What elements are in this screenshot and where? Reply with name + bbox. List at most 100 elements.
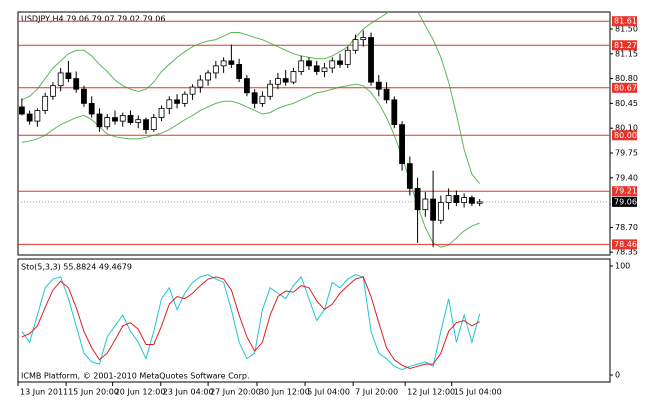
x-tick-label: 5 Jul 04:00 [307,388,350,397]
y-tick-label: 80.45 [615,99,638,108]
level-tag [612,130,637,141]
x-tick-label: 30 Jun 12:00 [259,388,310,397]
candle-body [337,60,343,65]
candle-body [26,113,33,122]
level-label: 81.61 [614,17,637,26]
level-label: 80.00 [614,131,637,140]
candle-body [321,67,328,72]
candle-body [50,85,56,97]
x-tick-label: 15 Jul 04:00 [454,388,502,397]
candle-body [468,197,475,204]
candle-body [399,124,405,165]
x-tick-label: 7 Jul 20:00 [355,388,398,397]
y-tick-label: 81.15 [615,49,638,58]
candle-body [65,72,72,79]
candle-body [166,99,173,109]
candle-body [158,107,165,118]
last-price-tag [612,196,637,207]
level-tag [612,16,637,27]
candle-body [57,72,64,87]
candle-body [205,72,211,81]
candle-body [306,60,312,67]
candle-body [251,92,258,104]
candle-body [143,119,149,131]
level-tag [612,40,637,51]
x-tick-label: 13 Jun 2011 [20,388,68,397]
level-label: 79.21 [614,187,637,196]
x-tick-label: 23 Jun 04:00 [163,388,214,397]
oscillator-line [21,276,480,370]
candle-body [375,81,382,90]
level-tag [612,239,637,250]
candle-body [197,79,204,88]
candle-body [104,117,111,128]
y-tick-label: 0 [615,371,620,380]
x-tick-label: 27 Jun 20:00 [210,388,261,397]
y-tick-label: 78.70 [615,223,638,232]
candle-body [445,195,452,203]
main-panel [17,11,611,256]
candle-body [220,60,227,67]
plot-area [21,274,481,371]
candle-body [228,60,235,65]
candle-body [313,65,320,72]
y-tick-label: 79.40 [615,173,638,182]
candle-body [352,39,359,51]
candle-body [360,37,367,41]
candle-body [18,106,25,115]
x-tick-label: 15 Jun 20:00 [68,388,119,397]
candle-body [150,117,157,131]
y-tick-label: 79.75 [615,148,638,157]
y-tick-label: 80.80 [615,74,638,83]
candle-body [73,78,80,90]
level-tag [612,186,637,197]
candle-body [236,64,243,79]
level-label: 78.46 [614,240,637,249]
candle-body [119,115,126,122]
candle-body [275,78,281,85]
candle-body [127,115,134,123]
candle-body [34,110,41,122]
candle-body [259,95,266,104]
plot-area [18,12,610,248]
candle-body [212,65,219,74]
candle-body [476,201,483,204]
bollinger-band [21,12,481,184]
candle-body [290,71,297,83]
candle-body [88,102,95,115]
candle-body [406,163,413,189]
level-tag [612,82,637,93]
candle-body [414,188,421,211]
x-tick-label: 20 Jun 12:00 [115,388,166,397]
candle-body [267,83,274,97]
y-tick-label: 78.35 [615,248,638,257]
candle-body [461,197,468,203]
candle-body [189,86,196,95]
candle-body [368,37,374,83]
footer: ICMB Platform, © 2001-2010 MetaQuotes So… [21,372,250,381]
candle-body [344,49,351,65]
oscillator-panel [17,258,611,383]
y-tick-label: 100 [615,261,630,270]
candle-body [453,195,460,203]
candle-body [383,88,390,101]
candle-body [96,113,103,128]
last-price-label: 79.06 [614,197,637,206]
x-tick-label: 12 Jul 12:00 [407,388,455,397]
oscillator-line [21,274,481,371]
candle-body [81,88,87,104]
candle-body [430,198,436,221]
candle-body [135,119,142,123]
candle-body [329,60,336,69]
candle-body [174,99,180,104]
candle-body [282,78,289,83]
candle-body [42,95,49,111]
y-tick-label: 80.10 [615,124,638,133]
candle-body [437,202,444,221]
candle-body [112,117,118,122]
chart-title: USDJPY,H4 79.06 79.07 79.02 79.06 [21,15,165,24]
candle-body [391,99,398,126]
y-tick-label: 81.50 [615,25,638,34]
candle-body [422,198,429,211]
